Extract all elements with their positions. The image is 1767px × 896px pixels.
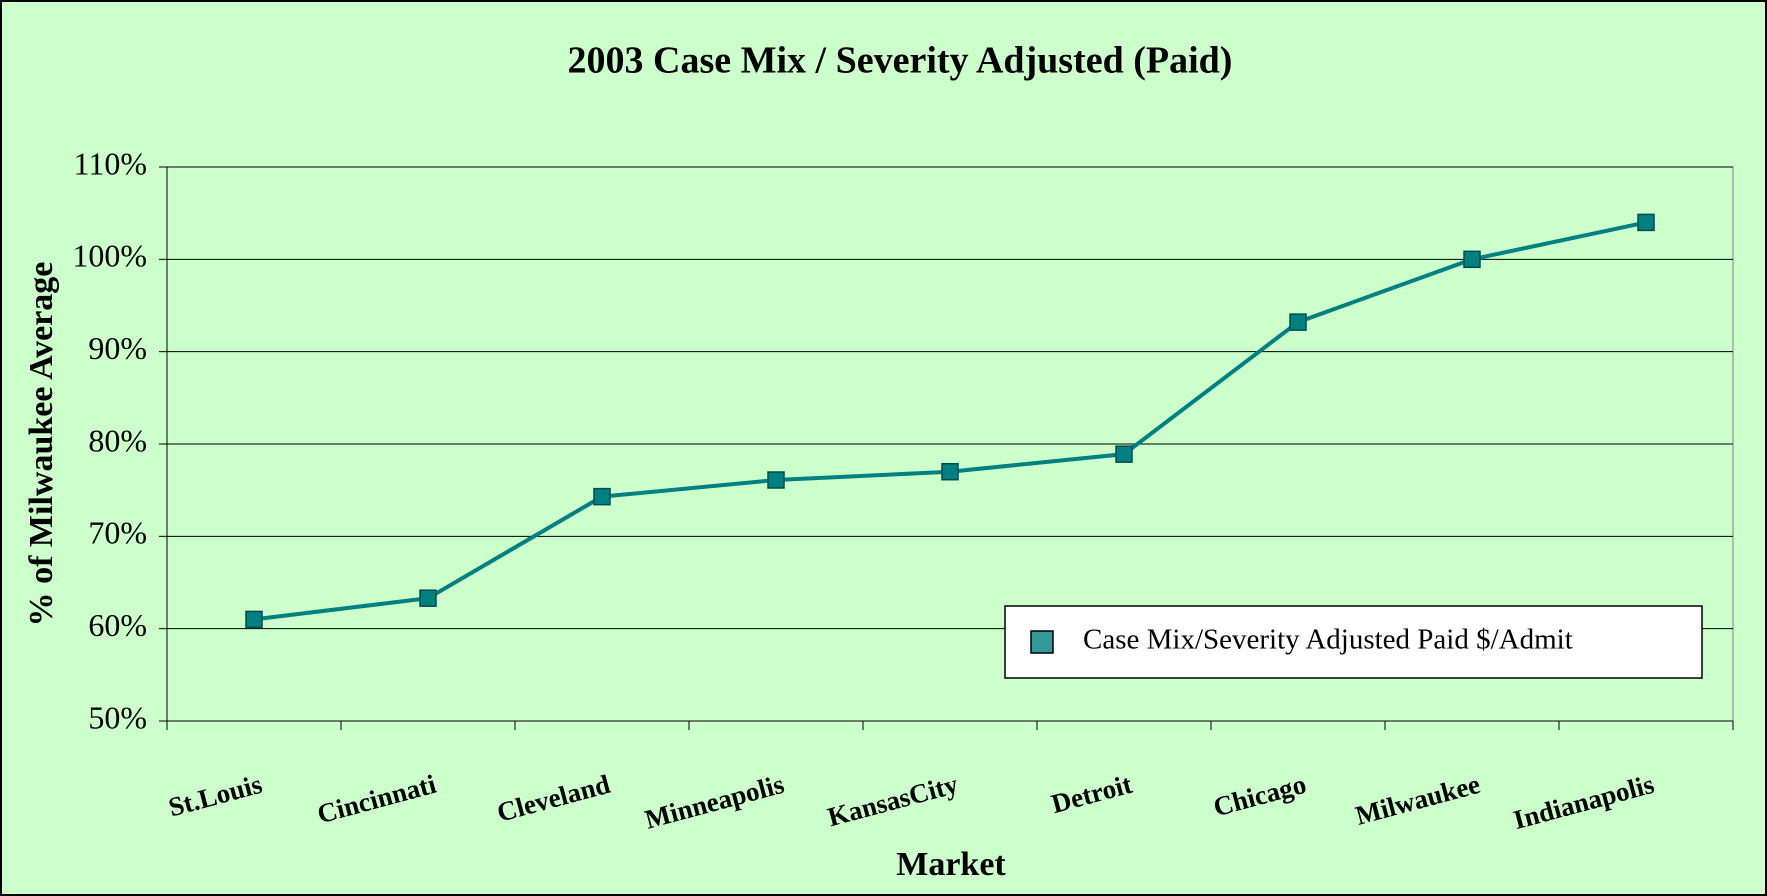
chart-title: 2003 Case Mix / Severity Adjusted (Paid): [568, 40, 1233, 82]
marker: [1115, 445, 1133, 463]
marker: [1289, 313, 1307, 331]
marker: [593, 487, 611, 506]
legend-swatch: [1030, 630, 1054, 654]
legend-box: [1004, 605, 1703, 679]
y-tick-label: 100%: [72, 238, 147, 274]
marker: [419, 589, 437, 607]
y-tick-label: 90%: [88, 330, 147, 366]
marker: [1637, 213, 1655, 232]
y-tick-label: 80%: [88, 422, 147, 458]
marker: [941, 462, 959, 481]
y-tick-label: 70%: [88, 515, 147, 551]
marker: [1463, 250, 1481, 269]
legend-label: Case Mix/Severity Adjusted Paid $/Admit: [1083, 624, 1573, 656]
legend: Case Mix/Severity Adjusted Paid $/Admit: [1004, 605, 1703, 679]
x-axis-label: Market: [896, 846, 1006, 883]
y-tick-label: 60%: [88, 607, 147, 643]
marker: [767, 471, 785, 489]
marker: [245, 610, 263, 629]
y-tick-label: 110%: [74, 145, 147, 181]
y-tick-label: 50%: [88, 699, 147, 735]
y-axis-label: % of Milwaukee Average: [23, 262, 60, 627]
